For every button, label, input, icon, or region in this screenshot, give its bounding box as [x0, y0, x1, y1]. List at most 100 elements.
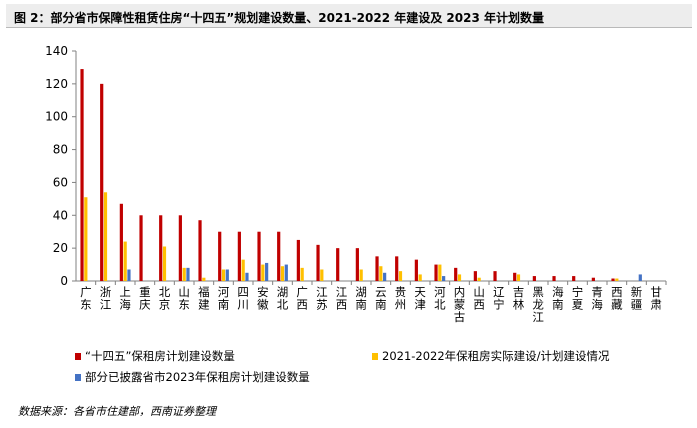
bar-3 [127, 269, 131, 281]
bar-2 [398, 271, 403, 281]
bar-3 [265, 262, 269, 281]
bar-1 [493, 271, 497, 281]
y-tick-label: 100 [45, 110, 68, 124]
y-tick-label: 80 [53, 143, 68, 157]
bar-1 [139, 215, 143, 281]
bar-3 [442, 276, 446, 281]
bar-1 [473, 271, 477, 281]
bar-2 [103, 192, 108, 281]
bar-1 [532, 276, 536, 281]
x-tick-label: 江苏 [316, 285, 328, 312]
bar-2 [615, 278, 619, 281]
bar-1 [80, 69, 84, 281]
y-tick-label: 60 [53, 175, 68, 189]
bar-3 [638, 274, 642, 281]
bar-2 [457, 274, 462, 281]
y-tick-label: 40 [53, 208, 68, 222]
y-tick-label: 0 [60, 274, 68, 288]
x-tick-label: 山西 [473, 285, 485, 312]
x-tick-label: 山东 [178, 285, 190, 312]
legend-swatch-series-1 [75, 353, 81, 360]
bar-2 [261, 264, 265, 281]
legend-label-series-2: 2021-2022年保租房实际建设/计划建设情况 [382, 349, 610, 363]
bar-1 [552, 276, 556, 281]
x-tick-label: 湖北 [277, 285, 289, 312]
bar-1 [591, 277, 595, 281]
bar-2 [359, 269, 363, 281]
bar-2 [84, 197, 88, 281]
x-tick-label: 西藏 [611, 285, 623, 312]
bar-1 [316, 244, 320, 281]
bar-1 [414, 259, 418, 281]
bar-1 [434, 264, 438, 281]
bar-3 [284, 264, 288, 281]
title-bar: 图 2：部分省市保障性租赁住房“十四五”规划建设数量、2021-2022 年建设… [6, 4, 692, 28]
legend-label-series-1: “十四五”保租房计划建设数量 [85, 349, 235, 363]
chart-title: 图 2：部分省市保障性租赁住房“十四五”规划建设数量、2021-2022 年建设… [14, 11, 545, 25]
legend-swatch-series-2 [372, 353, 378, 360]
x-tick-label: 安徽 [257, 285, 269, 312]
x-tick-label: 上海 [119, 285, 131, 312]
x-tick-label: 甘肃 [650, 285, 662, 312]
bar-1 [395, 256, 399, 281]
x-tick-label: 贵州 [395, 285, 407, 312]
bar-1 [100, 83, 104, 281]
legend-item-series-2: 2021-2022年保租房实际建设/计划建设情况 [372, 348, 610, 364]
x-tick-label: 河北 [434, 285, 446, 312]
bar-2 [418, 274, 422, 281]
bar-2 [477, 277, 481, 281]
x-tick-label: 重庆 [139, 285, 151, 312]
x-tick-label: 黑龙江 [532, 285, 544, 324]
bar-1 [218, 231, 222, 281]
bar-1 [198, 220, 202, 281]
bar-2 [280, 266, 285, 281]
x-tick-label: 河南 [218, 285, 230, 312]
x-tick-label: 四川 [237, 285, 249, 312]
x-tick-label: 湖南 [355, 285, 367, 312]
bar-1 [257, 231, 261, 281]
x-tick-label: 青海 [591, 285, 603, 312]
bar-1 [119, 203, 123, 281]
bar-1 [336, 248, 340, 281]
bar-2 [162, 246, 167, 281]
bar-1 [513, 272, 517, 281]
bar-1 [375, 256, 379, 281]
bar-2 [438, 264, 442, 281]
bar-1 [611, 278, 615, 281]
bar-1 [572, 276, 576, 281]
bar-3 [383, 272, 387, 281]
x-tick-label: 新疆 [631, 285, 643, 312]
x-tick-label: 福建 [198, 285, 210, 312]
bar-1 [178, 215, 182, 281]
legend-item-series-1: “十四五”保租房计划建设数量 [75, 348, 235, 364]
bar-2 [516, 274, 521, 281]
bar-1 [296, 239, 300, 281]
data-source-note: 数据来源：各省市住建部，西南证券整理 [18, 405, 216, 418]
x-tick-label: 浙江 [100, 285, 112, 312]
bar-1 [277, 231, 281, 281]
bar-2 [241, 259, 245, 281]
y-tick-label: 20 [53, 241, 68, 255]
y-tick-label: 120 [45, 77, 68, 91]
bar-1 [355, 248, 359, 281]
legend-label-series-3: 部分已披露省市2023年保租房计划建设数量 [85, 370, 310, 384]
y-tick-label: 140 [45, 44, 68, 58]
bar-chart: 0 20 40 60 80 100 120 140 广东浙江上海重庆北京山东福建河南四川安徽湖北… [45, 44, 667, 324]
x-tick-label: 江西 [336, 285, 348, 312]
x-tick-label: 广东 [80, 285, 92, 312]
legend-item-series-3: 部分已披露省市2023年保租房计划建设数量 [75, 369, 310, 385]
bar-1 [454, 267, 458, 281]
x-tick-label: 内蒙古 [454, 285, 466, 324]
bar-3 [186, 267, 190, 281]
x-tick-label: 广西 [296, 285, 308, 312]
bar-3 [245, 272, 249, 281]
x-tick-label: 辽宁 [493, 285, 505, 312]
x-tick-label: 天津 [414, 285, 426, 312]
legend-swatch-series-3 [75, 374, 81, 381]
bar-3 [225, 269, 229, 281]
x-tick-label: 宁夏 [572, 285, 584, 312]
bar-2 [379, 266, 383, 281]
x-tick-label: 海南 [552, 285, 564, 312]
bar-1 [237, 231, 241, 281]
bar-2 [221, 269, 226, 281]
